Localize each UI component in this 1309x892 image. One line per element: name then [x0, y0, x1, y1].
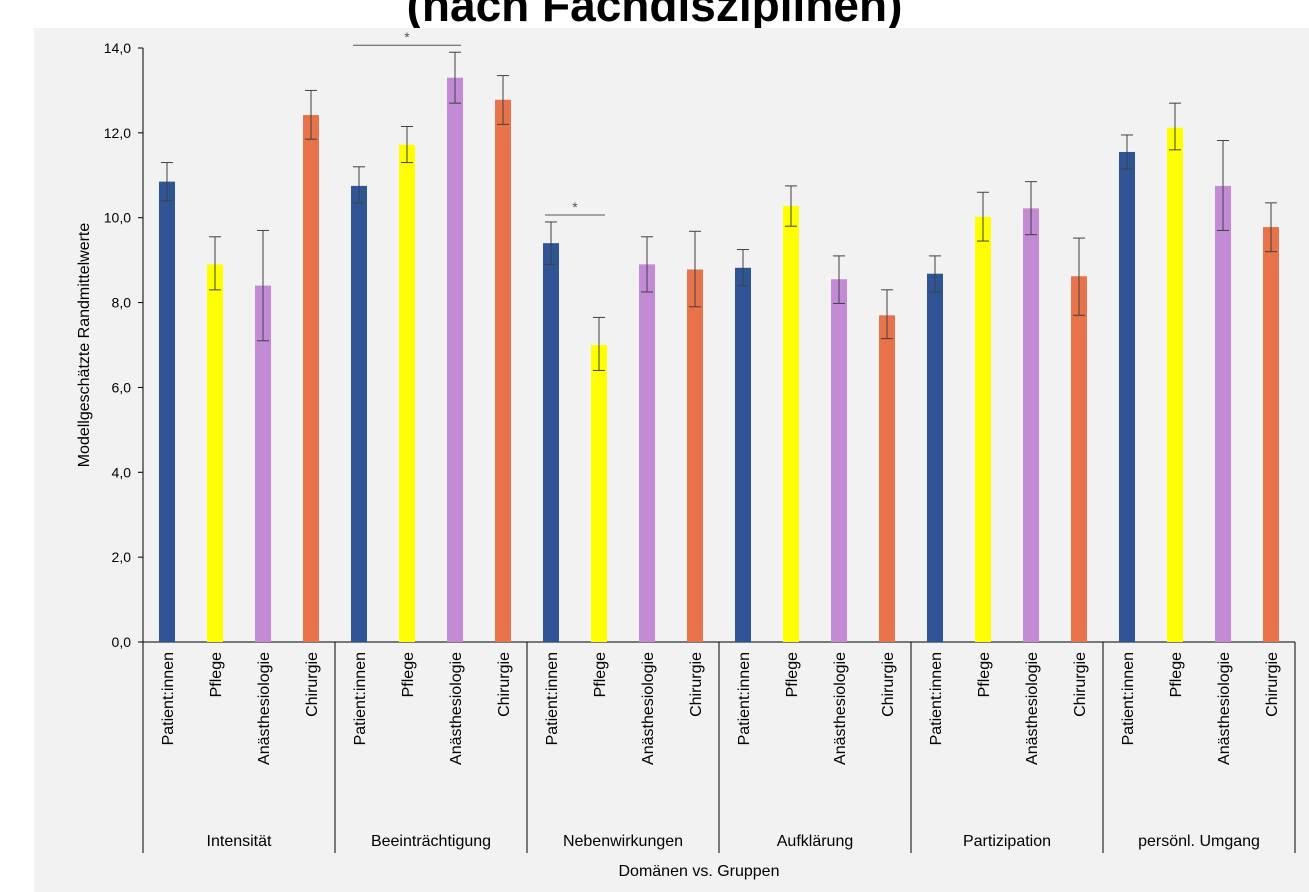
x-axis-title: Domänen vs. Gruppen: [619, 863, 780, 880]
y-tick-label: 2,0: [112, 549, 132, 565]
y-tick-label: 4,0: [112, 464, 132, 480]
y-tick-label: 6,0: [112, 379, 132, 395]
bar: [543, 243, 559, 642]
group-label: Beeinträchtigung: [371, 833, 491, 850]
category-label: Pflege: [592, 652, 609, 697]
category-label: Patient:innen: [160, 652, 177, 745]
group-label: Aufklärung: [777, 833, 854, 850]
category-label: Pflege: [1168, 652, 1185, 697]
bar: [975, 216, 991, 642]
bar: [927, 273, 943, 642]
category-label: Anästhesiologie: [1024, 652, 1041, 765]
bar: [1119, 151, 1135, 642]
bar: [255, 285, 271, 642]
bar: [1071, 276, 1087, 642]
category-label: Chirurgie: [1264, 652, 1281, 717]
y-tick-label: 8,0: [112, 295, 132, 311]
significance-label: *: [572, 199, 578, 215]
category-label: Chirurgie: [496, 652, 513, 717]
bar: [495, 99, 511, 642]
y-tick-label: 14,0: [104, 40, 131, 56]
category-label: Patient:innen: [1120, 652, 1137, 745]
category-label: Chirurgie: [1072, 652, 1089, 717]
category-label: Anästhesiologie: [448, 652, 465, 765]
bar: [783, 205, 799, 642]
group-label: Intensität: [207, 833, 272, 850]
bar: [879, 315, 895, 642]
bar: [1263, 227, 1279, 642]
bar: [591, 345, 607, 642]
bar: [303, 115, 319, 643]
bar: [447, 77, 463, 642]
bar: [207, 264, 223, 642]
category-label: Anästhesiologie: [256, 652, 273, 765]
category-label: Anästhesiologie: [1216, 652, 1233, 765]
category-label: Patient:innen: [736, 652, 753, 745]
y-axis-title: Modellgeschätzte Randmittelwerte: [76, 223, 93, 468]
category-label: Anästhesiologie: [640, 652, 657, 765]
bar: [1167, 127, 1183, 642]
bar: [351, 185, 367, 642]
page-title: (nach Fachdisziplinen): [406, 0, 903, 31]
bar: [735, 267, 751, 642]
category-label: Patient:innen: [544, 652, 561, 745]
bar: [1215, 185, 1231, 642]
bar: [639, 264, 655, 642]
group-label: Partizipation: [963, 833, 1051, 850]
chart-panel: [34, 28, 1309, 892]
category-label: Patient:innen: [928, 652, 945, 745]
bar: [687, 269, 703, 642]
category-label: Pflege: [208, 652, 225, 697]
category-label: Pflege: [400, 652, 417, 697]
category-label: Chirurgie: [880, 652, 897, 717]
category-label: Pflege: [784, 652, 801, 697]
group-label: persönl. Umgang: [1138, 833, 1260, 850]
bar: [399, 144, 415, 643]
significance-label: *: [404, 29, 410, 45]
y-tick-label: 10,0: [104, 210, 131, 226]
bar: [831, 279, 847, 642]
category-label: Chirurgie: [304, 652, 321, 717]
bar: [159, 181, 175, 642]
group-label: Nebenwirkungen: [563, 833, 683, 850]
category-label: Chirurgie: [688, 652, 705, 717]
category-label: Anästhesiologie: [832, 652, 849, 765]
category-label: Pflege: [976, 652, 993, 697]
bar: [1023, 208, 1039, 642]
y-tick-label: 0,0: [112, 634, 132, 650]
category-label: Patient:innen: [352, 652, 369, 745]
y-tick-label: 12,0: [104, 125, 131, 141]
